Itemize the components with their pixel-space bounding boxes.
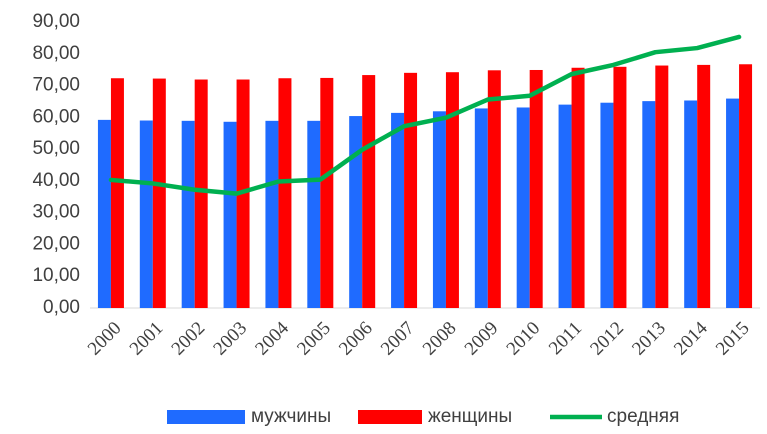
bar <box>362 75 376 309</box>
y-tick-label: 20,00 <box>32 233 80 254</box>
y-tick-label: 10,00 <box>32 265 80 286</box>
bar <box>445 72 459 308</box>
x-tick-label: 2007 <box>377 318 419 360</box>
bar <box>432 111 446 308</box>
x-tick-label: 2004 <box>251 317 293 359</box>
bar <box>265 120 279 308</box>
bar <box>697 64 711 309</box>
bar <box>223 121 237 308</box>
x-tick-label: 2014 <box>670 317 712 359</box>
line <box>108 34 742 196</box>
legend-label: женщины <box>428 406 512 427</box>
bar <box>642 101 656 308</box>
y-tick-label: 30,00 <box>32 202 80 223</box>
bar <box>613 66 627 308</box>
bar <box>600 102 614 309</box>
bar <box>152 78 166 308</box>
y-tick-label: 70,00 <box>32 75 80 96</box>
bar <box>558 104 572 308</box>
x-tick-label: 2003 <box>209 318 251 360</box>
bar <box>571 67 585 308</box>
bar <box>474 108 488 309</box>
y-tick-label: 90,00 <box>32 11 80 32</box>
bar <box>529 69 543 309</box>
x-tick-label: 2011 <box>545 318 586 359</box>
x-tick-label: 2008 <box>419 318 461 360</box>
y-tick-label: 0,00 <box>43 297 80 318</box>
x-tick-label: 2005 <box>293 318 335 360</box>
x-tick-label: 2001 <box>126 318 168 360</box>
bar <box>181 120 195 308</box>
y-tick-label: 60,00 <box>32 106 80 127</box>
bar <box>404 72 418 308</box>
bar <box>684 100 698 308</box>
bar <box>349 116 363 308</box>
legend-swatch <box>358 410 422 424</box>
bar <box>391 112 405 308</box>
bar <box>139 120 153 308</box>
bar <box>726 98 740 308</box>
legend-label: мужчины <box>251 406 331 427</box>
x-tick-label: 2015 <box>712 318 754 360</box>
x-tick-label: 2002 <box>168 318 210 360</box>
bar <box>307 120 321 308</box>
bar <box>655 65 669 308</box>
bar <box>320 77 334 308</box>
y-tick-label: 40,00 <box>32 170 80 191</box>
legend-label: средняя <box>607 406 679 427</box>
x-tick-label: 2000 <box>84 318 126 360</box>
bar <box>97 119 111 309</box>
x-tick-label: 2009 <box>461 318 503 360</box>
x-tick-label: 2013 <box>628 318 670 360</box>
bar <box>278 78 292 308</box>
y-tick-label: 50,00 <box>32 138 80 159</box>
bar <box>194 79 208 308</box>
bar <box>110 78 124 308</box>
x-tick-label: 2012 <box>586 318 628 360</box>
legend-swatch <box>167 410 245 424</box>
bar <box>516 107 530 308</box>
x-tick-label: 2006 <box>335 318 377 360</box>
y-tick-label: 80,00 <box>32 43 80 64</box>
x-tick-label: 2010 <box>503 318 545 360</box>
bar <box>487 70 501 309</box>
bar <box>739 64 753 309</box>
